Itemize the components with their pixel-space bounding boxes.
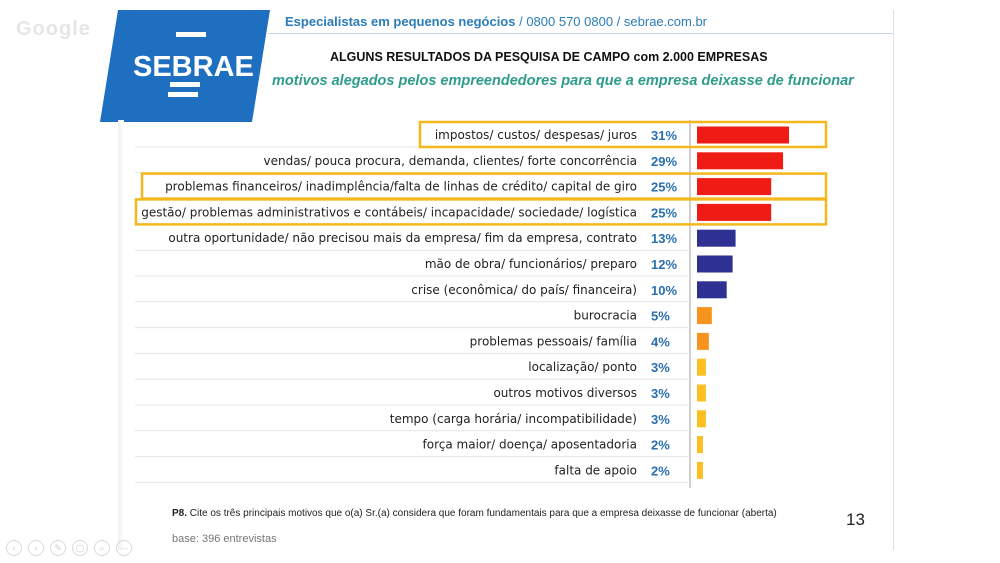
value-label: 3% — [651, 386, 670, 401]
sebrae-logo: SEBRAE — [100, 10, 270, 122]
bar — [697, 358, 706, 376]
value-label: 2% — [651, 438, 670, 453]
category-label: problemas financeiros/ inadimplência/fal… — [165, 180, 637, 194]
category-label: burocracia — [574, 309, 637, 323]
question-text: Cite os três principais motivos que o(a)… — [187, 508, 777, 519]
bar — [697, 255, 733, 273]
bar — [697, 384, 706, 402]
category-label: crise (econômica/ do país/ financeira) — [411, 283, 637, 297]
bar — [697, 436, 703, 454]
value-label: 3% — [651, 412, 670, 427]
logo-text: SEBRAE — [133, 51, 254, 83]
next-slide-icon[interactable]: › — [28, 540, 44, 556]
value-label: 2% — [651, 463, 670, 478]
slide-right-border — [893, 10, 894, 550]
org-banner: Especialistas em pequenos negócios / 080… — [285, 14, 707, 29]
more-icon[interactable]: ⋯ — [116, 540, 132, 556]
org-contact: / 0800 570 0800 / sebrae.com.br — [515, 14, 707, 29]
category-label: gestão/ problemas administrativos e cont… — [141, 205, 637, 219]
bar — [697, 229, 736, 247]
value-label: 5% — [651, 309, 670, 324]
category-label: outros motivos diversos — [493, 386, 637, 400]
category-label: problemas pessoais/ família — [470, 334, 637, 348]
category-label: força maior/ doença/ aposentadoria — [423, 438, 637, 452]
org-tagline: Especialistas em pequenos negócios — [285, 14, 516, 29]
presentation-toolbar: ‹ › ✎ ▢ ⌕ ⋯ — [6, 540, 132, 556]
value-label: 3% — [651, 360, 670, 375]
bar — [697, 410, 706, 428]
category-label: mão de obra/ funcionários/ preparo — [425, 257, 637, 271]
category-label: falta de apoio — [554, 463, 637, 477]
bar — [697, 281, 727, 299]
bar — [697, 152, 784, 170]
watermark: Google — [16, 18, 91, 40]
chart-title: ALGUNS RESULTADOS DA PESQUISA DE CAMPO c… — [330, 50, 768, 64]
highlight-frame — [418, 120, 828, 149]
sample-base: base: 396 entrevistas — [172, 533, 277, 545]
bar — [697, 332, 709, 350]
value-label: 25% — [651, 180, 677, 195]
slide-left-shadow — [118, 120, 124, 550]
highlight-frame — [134, 198, 828, 226]
value-label: 29% — [651, 154, 677, 169]
value-label: 4% — [651, 334, 670, 349]
value-label: 31% — [651, 128, 677, 143]
question-footnote: P8. Cite os três principais motivos que … — [172, 508, 777, 519]
header-divider — [268, 33, 894, 34]
category-label: outra oportunidade/ não precisou mais da… — [168, 231, 637, 245]
slides-icon[interactable]: ▢ — [72, 540, 88, 556]
category-label: localização/ ponto — [528, 360, 637, 374]
value-label: 10% — [651, 283, 677, 298]
pen-icon[interactable]: ✎ — [50, 540, 66, 556]
value-label: 13% — [651, 231, 677, 246]
category-label: vendas/ pouca procura, demanda, clientes… — [264, 154, 638, 168]
bar — [697, 203, 772, 221]
bar — [697, 307, 712, 325]
chart-subtitle: motivos alegados pelos empreendedores pa… — [272, 73, 854, 89]
zoom-icon[interactable]: ⌕ — [94, 540, 110, 556]
bar — [697, 461, 703, 479]
category-label: tempo (carga horária/ incompatibilidade) — [390, 412, 637, 426]
value-label: 12% — [651, 257, 677, 272]
value-label: 25% — [651, 205, 677, 220]
prev-slide-icon[interactable]: ‹ — [6, 540, 22, 556]
question-id: P8. — [172, 508, 188, 519]
category-label: impostos/ custos/ despesas/ juros — [435, 128, 637, 142]
bar — [697, 126, 789, 144]
page-number: 13 — [846, 510, 865, 529]
bar — [697, 178, 772, 196]
